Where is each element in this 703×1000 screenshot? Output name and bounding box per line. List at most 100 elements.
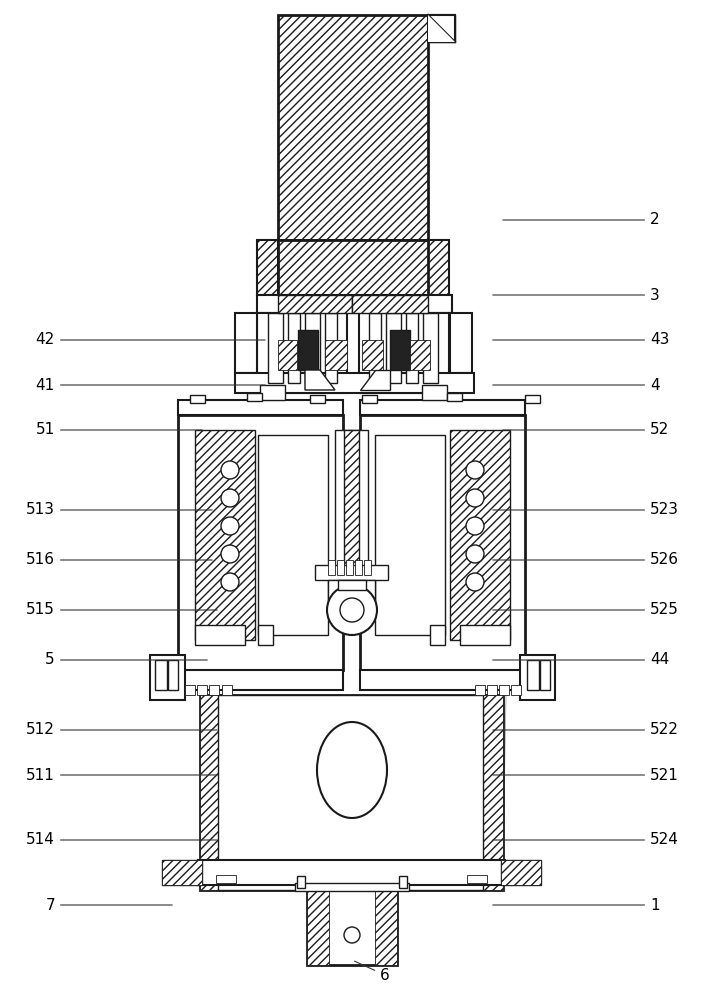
- Polygon shape: [278, 295, 352, 313]
- Text: 514: 514: [26, 832, 217, 848]
- Bar: [150, 655, 185, 700]
- Circle shape: [466, 517, 484, 535]
- Text: 42: 42: [36, 332, 265, 348]
- Polygon shape: [352, 295, 428, 313]
- Bar: [268, 313, 283, 383]
- Bar: [247, 393, 262, 401]
- Text: 511: 511: [26, 768, 217, 782]
- Bar: [501, 860, 541, 885]
- Bar: [195, 430, 255, 640]
- Bar: [315, 565, 388, 580]
- Bar: [305, 313, 320, 383]
- Text: 52: 52: [503, 422, 669, 438]
- Bar: [307, 885, 329, 965]
- Circle shape: [221, 489, 239, 507]
- Circle shape: [466, 545, 484, 563]
- Bar: [278, 240, 428, 295]
- Bar: [346, 560, 353, 575]
- Bar: [467, 875, 487, 883]
- Bar: [216, 875, 236, 883]
- Bar: [200, 695, 240, 890]
- Bar: [168, 660, 178, 690]
- Bar: [257, 313, 347, 393]
- Text: 7: 7: [46, 898, 172, 912]
- Polygon shape: [428, 15, 455, 42]
- Text: 524: 524: [493, 832, 679, 848]
- Bar: [197, 685, 207, 695]
- Bar: [178, 415, 343, 670]
- Circle shape: [221, 461, 239, 479]
- Bar: [222, 685, 232, 695]
- Circle shape: [221, 545, 239, 563]
- Bar: [362, 395, 377, 403]
- Text: 43: 43: [493, 332, 669, 348]
- Text: 1: 1: [493, 898, 659, 912]
- Polygon shape: [338, 580, 366, 590]
- Bar: [399, 876, 407, 888]
- Circle shape: [466, 573, 484, 591]
- Text: 2: 2: [503, 213, 659, 228]
- Bar: [386, 313, 401, 383]
- Text: 513: 513: [26, 502, 212, 518]
- Circle shape: [466, 461, 484, 479]
- Bar: [295, 883, 409, 891]
- Bar: [344, 430, 359, 580]
- Ellipse shape: [317, 722, 387, 818]
- Text: 525: 525: [493, 602, 679, 617]
- Text: 6: 6: [354, 961, 389, 982]
- Polygon shape: [278, 340, 297, 370]
- Bar: [501, 860, 541, 885]
- Bar: [511, 685, 521, 695]
- Bar: [209, 685, 219, 695]
- Bar: [195, 625, 245, 645]
- Circle shape: [221, 517, 239, 535]
- Bar: [257, 240, 278, 295]
- Bar: [430, 625, 445, 645]
- Bar: [257, 295, 452, 313]
- Bar: [525, 395, 540, 403]
- Bar: [235, 373, 474, 393]
- Bar: [463, 695, 503, 890]
- Circle shape: [466, 489, 484, 507]
- Text: 44: 44: [493, 652, 669, 668]
- Text: 526: 526: [493, 552, 679, 568]
- Polygon shape: [325, 340, 347, 370]
- Text: 521: 521: [493, 768, 679, 782]
- Text: 3: 3: [493, 288, 659, 302]
- Bar: [162, 860, 202, 885]
- Bar: [298, 330, 318, 370]
- Bar: [200, 695, 503, 890]
- Bar: [258, 435, 328, 635]
- Bar: [428, 240, 449, 295]
- Bar: [258, 625, 273, 645]
- Text: 522: 522: [493, 722, 679, 738]
- Bar: [335, 430, 368, 570]
- Bar: [369, 313, 381, 383]
- Bar: [162, 860, 202, 885]
- Bar: [307, 885, 397, 965]
- Bar: [475, 685, 485, 695]
- Bar: [460, 625, 510, 645]
- Bar: [447, 393, 462, 401]
- Polygon shape: [360, 370, 390, 390]
- Bar: [325, 313, 337, 383]
- Bar: [364, 560, 371, 575]
- Bar: [337, 560, 344, 575]
- Bar: [288, 313, 300, 383]
- Bar: [355, 560, 362, 575]
- Bar: [423, 313, 438, 383]
- Bar: [450, 313, 472, 373]
- Bar: [198, 860, 505, 885]
- Text: 5: 5: [46, 652, 207, 668]
- Text: 523: 523: [493, 502, 679, 518]
- Bar: [360, 400, 525, 415]
- Bar: [310, 395, 325, 403]
- Text: 4: 4: [493, 377, 659, 392]
- Bar: [328, 580, 375, 600]
- Bar: [328, 560, 335, 575]
- Bar: [359, 313, 449, 393]
- Bar: [527, 660, 539, 690]
- Circle shape: [221, 573, 239, 591]
- Bar: [360, 415, 525, 670]
- Bar: [499, 685, 509, 695]
